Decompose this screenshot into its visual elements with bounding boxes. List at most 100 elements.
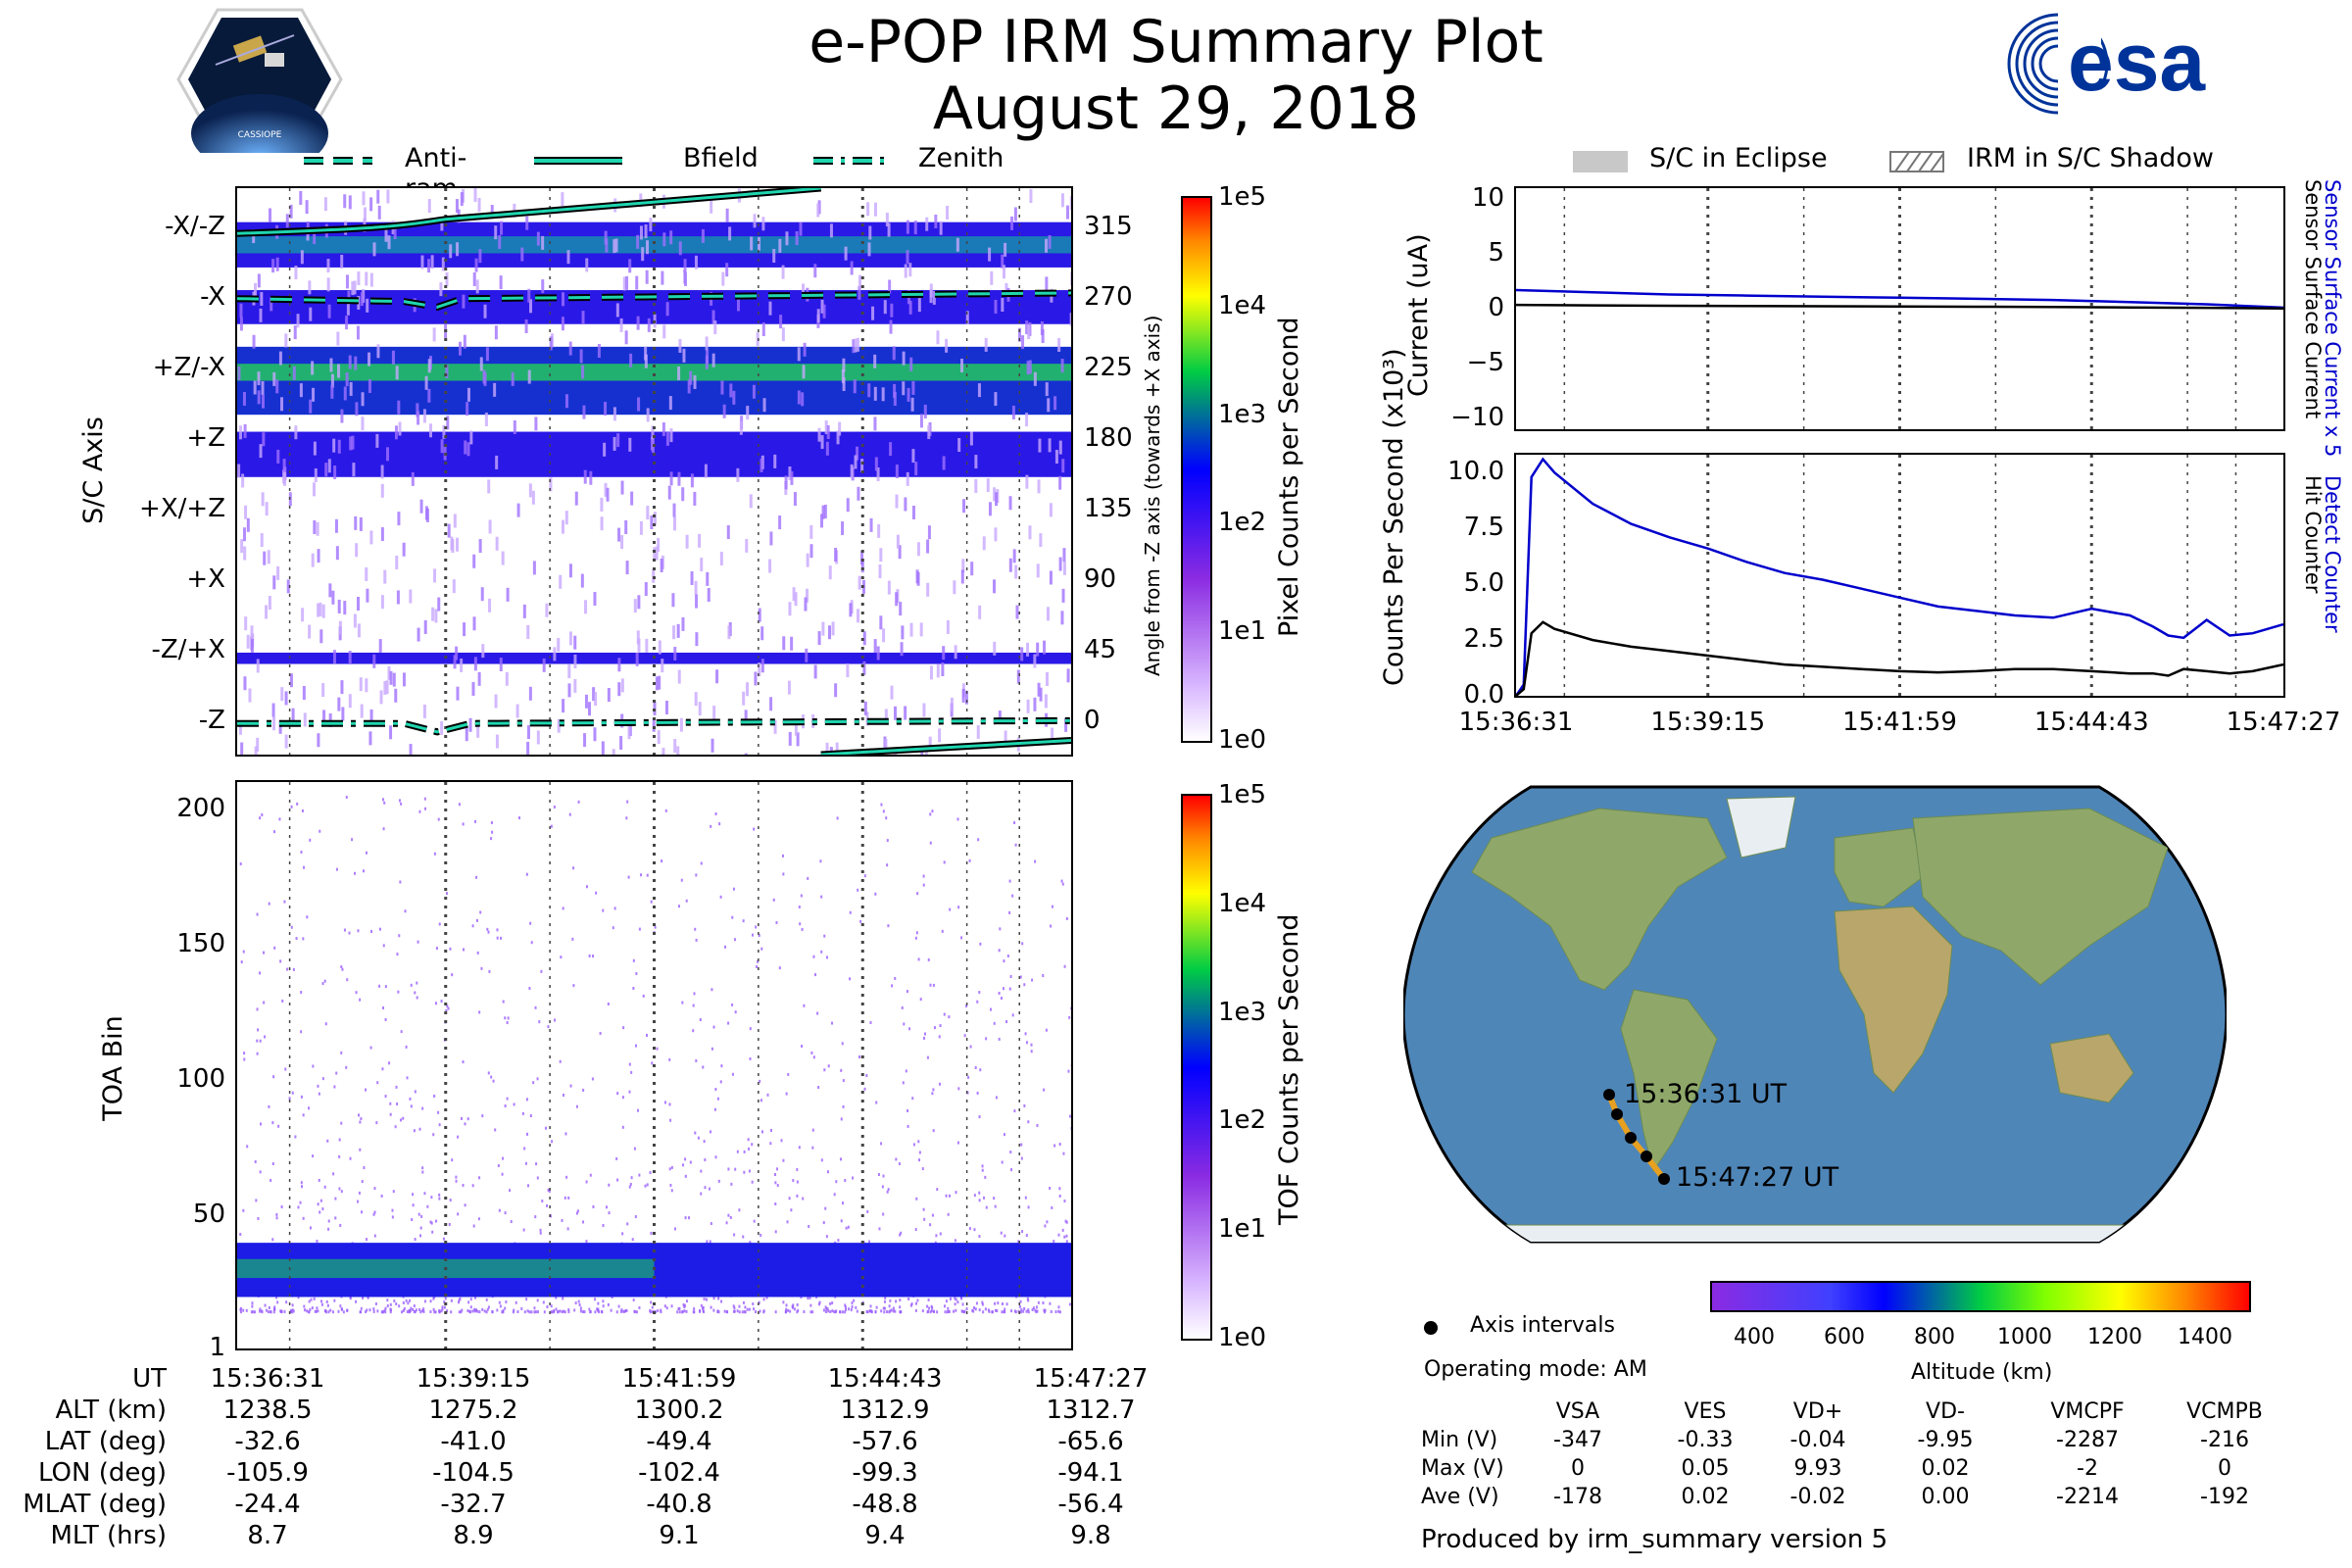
toa-pixel [880,1309,883,1313]
footer-cell: 8.9 [453,1521,494,1550]
toa-pixel [429,1220,432,1224]
toa-pixel [613,906,616,910]
heatmap-pixel [1040,320,1044,335]
toa-pixel [809,1303,812,1307]
toa-pixel [1070,1006,1071,1010]
heatmap-pixel [901,625,905,640]
heatmap-pixel [961,688,965,703]
toa-pixel [968,858,971,862]
pixel-colorbar-tick: 1e3 [1218,399,1267,429]
toa-pixel [490,820,493,824]
heatmap-pixel [583,733,587,748]
toa-pixel [718,822,721,826]
toa-pixel [504,1016,507,1020]
toa-pixel [710,1305,712,1309]
toa-pixel [848,1307,851,1311]
heatmap-pixel [351,435,355,450]
toa-pixel [369,1046,372,1050]
toa-pixel [971,1308,974,1312]
heatmap-pixel [601,741,605,755]
toa-pixel [895,1157,898,1161]
toa-pixel [895,1299,898,1303]
world-map: 15:36:31 UT 15:47:27 UT [1401,779,2229,1250]
toa-pixel [814,973,817,977]
heatmap-pixel [994,527,998,542]
toa-pixel [681,1001,684,1004]
toa-pixel [760,1233,762,1237]
footer-cell: 15:39:15 [416,1364,531,1394]
heatmap-pixel [873,416,877,431]
pixel-colorbar-tick: 1e2 [1218,508,1267,538]
toa-pixel [863,1087,866,1091]
heatmap-pixel [501,551,505,565]
toa-pixel [597,1301,600,1305]
toa-pixel [478,1310,481,1314]
heatmap-pixel [351,281,355,296]
toa-pixel [829,1301,832,1305]
toa-pixel [254,1160,257,1164]
heatmap-pixel [484,412,488,426]
heatmap-pixel [466,387,470,402]
toa-pixel [668,1167,671,1171]
toa-pixel [945,1194,948,1198]
y-tick: 5 [1488,238,1504,269]
heatmap-pixel [280,397,284,412]
toa-pixel [562,906,564,910]
heatmap-pixel [965,311,969,325]
heatmap-pixel [945,338,949,353]
heatmap-pixel [986,478,990,493]
toa-pixel [988,1309,991,1313]
toa-pixel [824,1206,827,1210]
toa-pixel [597,1307,600,1311]
toa-pixel [1014,843,1017,847]
toa-pixel [326,1303,329,1307]
toa-pixel [916,892,919,896]
heatmap-pixel [652,568,656,583]
axis-interval-marker [1424,1321,1438,1335]
toa-pixel [1068,1015,1071,1019]
heatmap-pixel [710,738,714,753]
toa-pixel [787,1308,790,1312]
heatmap-pixel [646,240,650,255]
toa-pixel [983,1196,986,1200]
heatmap-pixel [250,625,254,640]
heatmap-pixel [624,330,628,345]
toa-pixel [412,1203,415,1207]
toa-pixel [1032,1306,1035,1310]
toa-pixel [961,1309,964,1313]
toa-pixel [906,990,908,994]
toa-pixel [311,1306,314,1310]
heatmap-pixel [662,422,665,437]
toa-pixel [782,1158,785,1162]
heatmap-pixel [754,671,758,686]
heatmap-pixel [636,316,640,330]
toa-pixel [536,1077,539,1081]
heatmap-pixel [241,473,245,488]
toa-pixel [499,1304,502,1308]
heatmap-pixel [458,341,462,356]
axis-intervals-label: Axis intervals [1470,1313,1615,1338]
heatmap-pixel [1058,475,1062,490]
heatmap-pixel [368,731,372,746]
toa-pixel [847,1225,850,1229]
south-america [1620,989,1718,1173]
toa-pixel [800,1296,803,1299]
toa-pixel [391,1215,394,1219]
heatmap-pixel [622,276,626,291]
toa-pixel [401,1310,404,1314]
heatmap-pixel [668,396,672,411]
heatmap-pixel [359,677,363,692]
toa-pixel [642,994,645,998]
altitude-tick: 1400 [2178,1325,2232,1349]
toa-pixel [547,1025,550,1029]
toa-pixel [743,1170,746,1174]
toa-pixel [316,1306,318,1310]
heatmap-pixel [990,270,994,285]
heatmap-pixel [653,512,657,526]
heatmap-pixel [494,225,498,240]
footer-cell: -49.4 [646,1427,712,1456]
toa-pixel [755,1310,758,1314]
heatmap-pixel [332,438,336,453]
toa-pixel [332,1172,335,1176]
toa-pixel [561,1218,564,1222]
